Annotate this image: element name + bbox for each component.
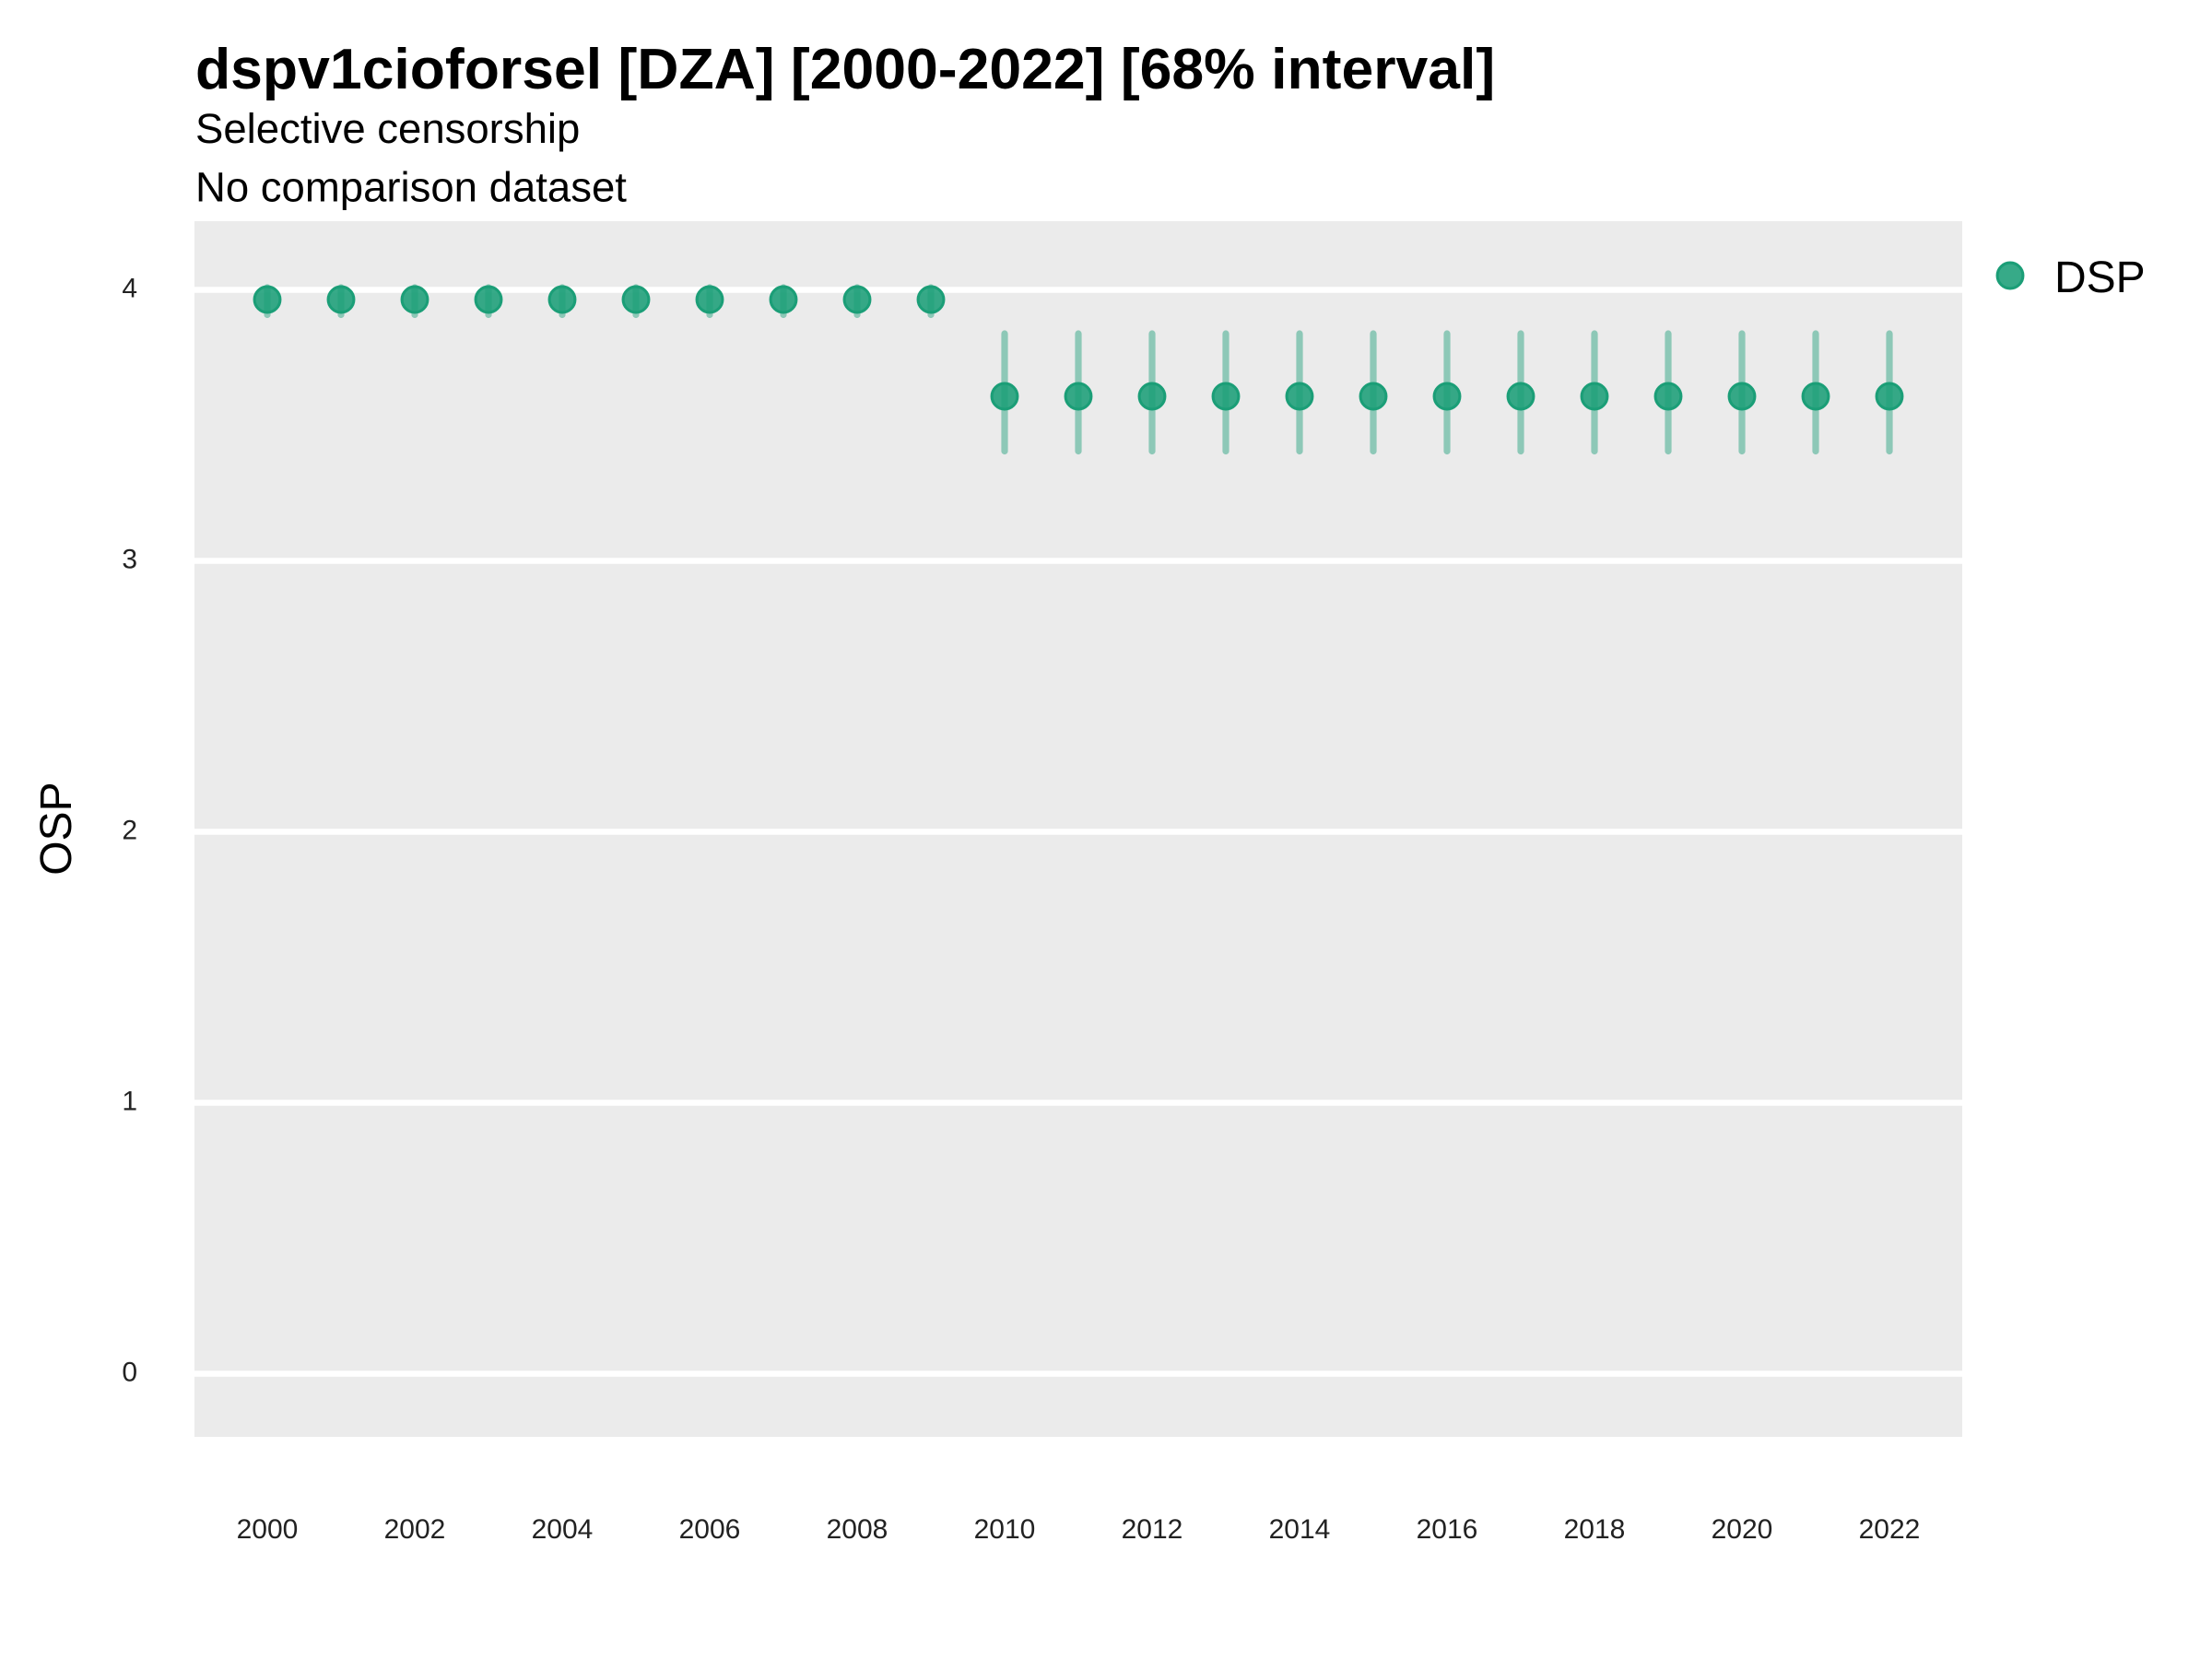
svg-text:2002: 2002 [384, 1514, 446, 1545]
svg-text:2: 2 [122, 816, 137, 846]
svg-text:2014: 2014 [1269, 1514, 1331, 1545]
svg-text:DSP: DSP [2054, 253, 2146, 302]
svg-text:No comparison dataset: No comparison dataset [195, 164, 627, 211]
svg-text:4: 4 [122, 274, 137, 304]
svg-text:2012: 2012 [1122, 1514, 1183, 1545]
svg-text:3: 3 [122, 545, 137, 575]
svg-text:2006: 2006 [679, 1514, 741, 1545]
svg-text:2020: 2020 [1712, 1514, 1773, 1545]
svg-text:2010: 2010 [974, 1514, 1036, 1545]
svg-text:2022: 2022 [1859, 1514, 1921, 1545]
svg-text:2008: 2008 [827, 1514, 888, 1545]
svg-text:2004: 2004 [532, 1514, 594, 1545]
svg-text:1: 1 [122, 1087, 137, 1117]
svg-text:dspv1cioforsel [DZA] [2000-202: dspv1cioforsel [DZA] [2000-2022] [68% in… [195, 37, 1495, 101]
svg-text:OSP: OSP [32, 782, 81, 875]
svg-text:2000: 2000 [237, 1514, 299, 1545]
svg-text:0: 0 [122, 1358, 137, 1388]
svg-text:2016: 2016 [1417, 1514, 1478, 1545]
svg-text:2018: 2018 [1564, 1514, 1626, 1545]
svg-text:Selective censorship: Selective censorship [195, 105, 580, 152]
